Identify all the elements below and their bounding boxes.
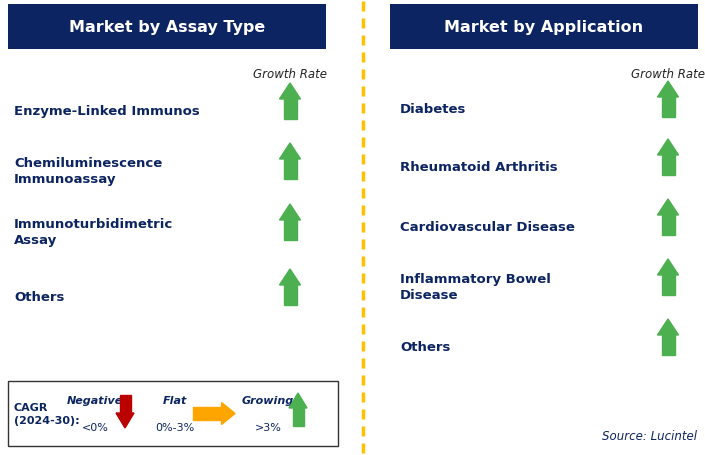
Polygon shape [279,144,300,160]
Polygon shape [658,140,678,156]
Polygon shape [283,100,297,120]
Polygon shape [283,285,297,305]
Polygon shape [658,82,678,98]
Text: Flat: Flat [163,395,188,405]
Polygon shape [283,221,297,241]
Polygon shape [661,156,675,176]
Text: Immunoturbidimetric
Assay: Immunoturbidimetric Assay [14,218,173,247]
Text: Market by Assay Type: Market by Assay Type [69,20,265,35]
Polygon shape [661,335,675,355]
Text: Growing: Growing [242,395,294,405]
Polygon shape [661,216,675,236]
Polygon shape [116,413,134,428]
Polygon shape [120,395,130,413]
Text: 0%-3%: 0%-3% [155,422,195,432]
Text: <0%: <0% [82,422,109,432]
Text: Cardiovascular Disease: Cardiovascular Disease [400,221,575,234]
FancyBboxPatch shape [8,5,326,50]
Text: Growth Rate: Growth Rate [253,68,327,81]
Text: Chemiluminescence
Immunoassay: Chemiluminescence Immunoassay [14,157,162,186]
Text: Negative: Negative [67,395,123,405]
FancyBboxPatch shape [8,381,338,446]
Polygon shape [658,259,678,275]
Polygon shape [279,269,300,285]
FancyBboxPatch shape [390,5,698,50]
Text: Others: Others [14,291,64,304]
Text: Market by Application: Market by Application [444,20,644,35]
Polygon shape [658,200,678,216]
Polygon shape [193,408,221,420]
Text: Others: Others [400,341,450,354]
Text: Enzyme-Linked Immunos: Enzyme-Linked Immunos [14,105,200,118]
Text: Source: Lucintel: Source: Lucintel [602,429,697,442]
Polygon shape [283,160,297,180]
Polygon shape [293,408,303,426]
Text: Rheumatoid Arthritis: Rheumatoid Arthritis [400,161,558,174]
Polygon shape [658,319,678,335]
Polygon shape [289,393,307,408]
Polygon shape [279,84,300,100]
Text: Growth Rate: Growth Rate [631,68,705,81]
Polygon shape [221,403,235,425]
Text: >3%: >3% [255,422,281,432]
Polygon shape [279,205,300,221]
Polygon shape [661,275,675,295]
Polygon shape [661,98,675,118]
Text: Diabetes: Diabetes [400,103,467,116]
Text: Inflammatory Bowel
Disease: Inflammatory Bowel Disease [400,273,551,302]
Text: CAGR
(2024-30):: CAGR (2024-30): [14,402,80,425]
